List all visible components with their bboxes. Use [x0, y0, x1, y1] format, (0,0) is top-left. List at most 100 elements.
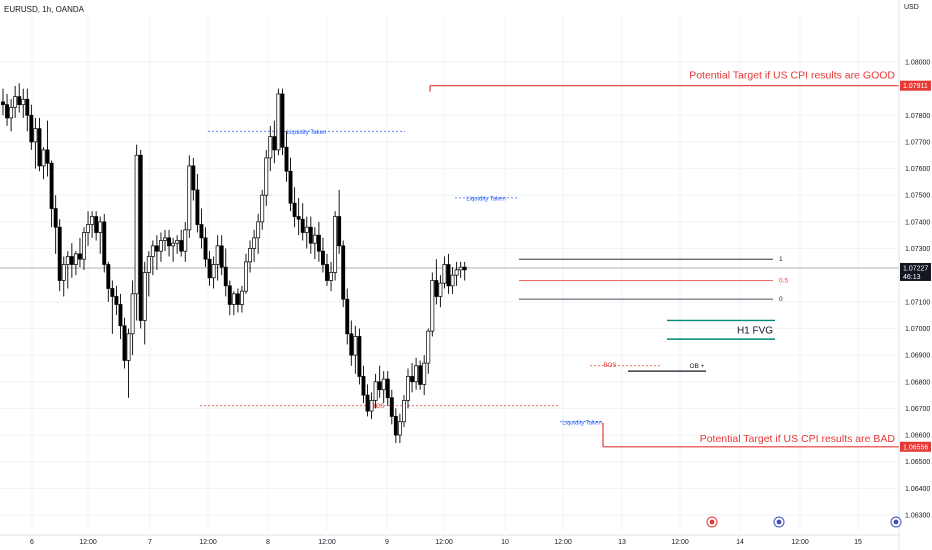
time-tick-label: 12:00	[318, 539, 336, 546]
candle-body	[223, 266, 228, 287]
candle-body	[361, 376, 366, 396]
target-good-price-badge-text: 1.07911	[903, 83, 928, 90]
candle-body	[17, 96, 22, 105]
candle-body	[365, 394, 370, 412]
candle-body	[397, 421, 402, 436]
price-tick-label: 1.07700	[905, 139, 930, 146]
candle-body	[126, 333, 131, 361]
candle-body	[219, 245, 224, 268]
price-tick-label: 1.06700	[905, 406, 930, 413]
candle-body	[102, 221, 107, 265]
symbol-title: EURUSD, 1h, OANDA	[4, 5, 85, 14]
candle-body	[240, 290, 244, 305]
candle-body	[41, 149, 46, 167]
candle-body	[280, 93, 285, 148]
candle-body	[183, 229, 188, 252]
candle-body	[410, 376, 415, 383]
candle-body	[130, 293, 135, 335]
economic-event-dot	[776, 519, 782, 525]
time-tick-label: 12:00	[199, 539, 217, 546]
candle-body	[325, 264, 329, 281]
candle-body	[25, 98, 30, 116]
candle-body	[171, 242, 176, 247]
candle-body	[321, 250, 325, 265]
candlestick-series	[1, 83, 467, 444]
candle-body	[98, 221, 103, 233]
liquidity-label: Liquidity Taken	[287, 130, 327, 136]
candle-body	[154, 245, 159, 252]
price-tick-label: 1.07100	[905, 299, 930, 306]
candle-body	[69, 256, 74, 265]
candle-body	[175, 240, 180, 244]
candle-body	[272, 136, 277, 151]
candle-body	[337, 216, 342, 247]
candle-body	[49, 162, 54, 209]
candle-body	[264, 157, 269, 196]
candle-body	[434, 280, 439, 297]
candle-body	[292, 202, 297, 217]
price-tick-label: 1.06900	[905, 353, 930, 360]
price-tick-label: 1.07800	[905, 113, 930, 120]
price-tick-label: 1.07600	[905, 166, 930, 173]
candle-body	[33, 128, 38, 143]
last-price-badge-text: 1.07227	[903, 265, 928, 272]
candle-body	[118, 304, 123, 327]
candle-body	[235, 293, 240, 305]
candle-body	[138, 154, 143, 321]
candle-body	[300, 218, 305, 233]
candle-body	[231, 293, 236, 305]
candle-body	[106, 264, 111, 289]
last-price-badge	[900, 262, 931, 281]
candle-body	[45, 149, 50, 164]
candle-body	[159, 240, 163, 252]
economic-event-dot	[893, 519, 899, 525]
liquidity-label: Liquidity Taken	[562, 421, 602, 427]
candle-body	[308, 226, 313, 244]
candle-body	[9, 106, 14, 119]
candle-body	[195, 189, 200, 225]
candle-body	[353, 336, 358, 356]
candle-body	[37, 128, 42, 167]
time-tick-label: 13	[618, 539, 626, 546]
candle-body	[450, 274, 455, 287]
candle-body	[57, 226, 62, 281]
candle-body	[244, 261, 248, 292]
currency-label: USD	[904, 4, 919, 11]
fib-label: 1	[779, 256, 783, 263]
candle-body	[134, 154, 139, 295]
candle-body	[211, 264, 216, 279]
candle-body	[167, 237, 171, 247]
last-price-countdown: 46:13	[903, 274, 921, 281]
price-tick-label: 1.06600	[905, 433, 930, 440]
candle-body	[385, 378, 390, 399]
candle-body	[389, 397, 394, 417]
candle-body	[110, 288, 115, 297]
candle-body	[53, 208, 58, 228]
time-tick-label: 9	[385, 539, 389, 546]
candle-body	[29, 114, 34, 143]
candle-body	[345, 298, 350, 335]
candle-body	[393, 416, 398, 436]
candle-body	[430, 280, 435, 332]
chart-annotations: Potential Target if US CPI results are G…	[0, 70, 899, 448]
price-tick-label: 1.06300	[905, 513, 930, 520]
candle-body	[373, 381, 378, 401]
candle-body	[114, 296, 119, 305]
candle-body	[252, 237, 257, 249]
target-good-label: Potential Target if US CPI results are G…	[689, 70, 895, 82]
candle-body	[94, 216, 99, 233]
candle-body	[458, 266, 463, 271]
candle-body	[284, 146, 289, 172]
bos-label: BOS	[372, 404, 385, 410]
candle-body	[422, 362, 427, 385]
economic-event-dot	[709, 519, 715, 525]
candle-body	[402, 400, 406, 423]
candle-body	[454, 269, 459, 276]
liquidity-label: Liquidity Taken	[466, 196, 506, 202]
candle-body	[446, 264, 451, 287]
candle-body	[442, 264, 447, 284]
candle-body	[203, 237, 208, 260]
chart-gridlines	[0, 14, 899, 531]
target-bad-price-badge	[900, 441, 931, 452]
